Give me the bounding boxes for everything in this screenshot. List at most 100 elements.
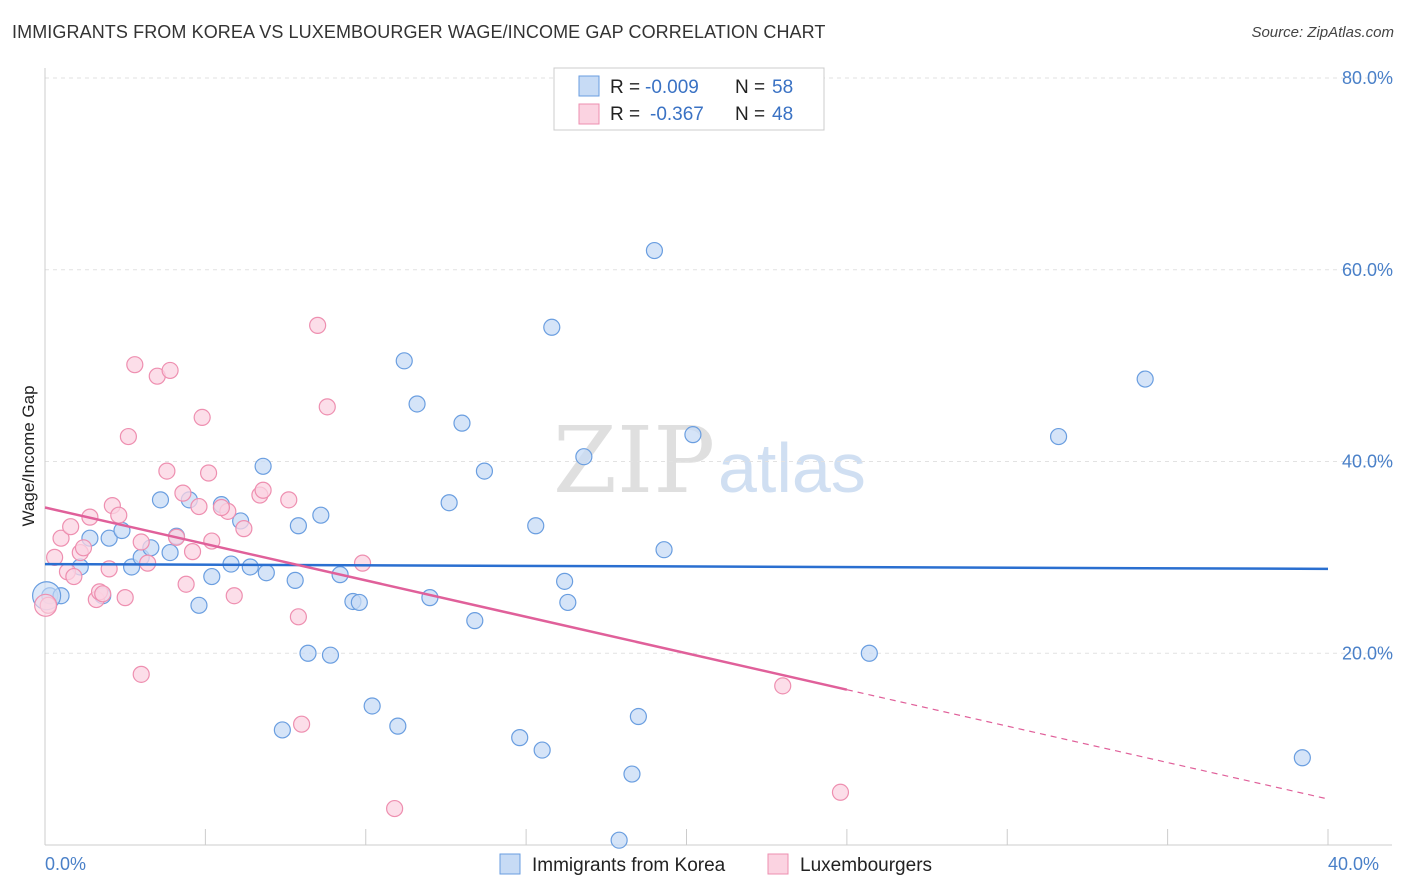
lux-point-14 <box>110 506 128 524</box>
korea-point-14 <box>190 596 208 614</box>
legend-n-value-lux: 48 <box>772 104 793 125</box>
korea-point-42 <box>533 741 551 759</box>
lux-point-40 <box>353 554 372 572</box>
korea-point-27 <box>321 646 340 664</box>
series-korea-points <box>32 241 1311 849</box>
lux-point-38 <box>309 316 327 334</box>
korea-point-24 <box>289 517 307 535</box>
korea-point-30 <box>350 593 368 612</box>
korea-point-43 <box>543 318 561 336</box>
korea-point-22 <box>273 721 291 739</box>
lux-point-15 <box>116 589 134 607</box>
korea-point-35 <box>421 589 439 607</box>
trend-line-korea <box>44 562 1329 571</box>
korea-point-38 <box>466 612 484 630</box>
lux-point-18 <box>139 554 157 572</box>
source-label: Source: ZipAtlas.com <box>1251 24 1394 41</box>
bottom-legend-swatch-lux <box>767 853 789 875</box>
y-tick-label-80: 80.0% <box>1342 68 1393 88</box>
lux-point-16 <box>126 356 144 374</box>
korea-point-11 <box>161 543 179 562</box>
korea-point-32 <box>389 717 407 735</box>
korea-point-54 <box>1049 427 1068 446</box>
legend-r-value-lux: -0.367 <box>650 104 704 125</box>
lux-point-31 <box>225 587 243 605</box>
lux-point-23 <box>174 484 192 502</box>
bottom-legend-label-lux: Luxembourgers <box>800 855 932 876</box>
y-tick-labels: 20.0% 40.0% 60.0% 80.0% <box>1342 68 1393 663</box>
lux-point-1 <box>46 548 64 566</box>
lux-point-45 <box>774 677 792 695</box>
trend-line-lux-extension <box>846 689 1329 800</box>
korea-point-36 <box>440 494 458 512</box>
lux-point-5 <box>65 567 83 586</box>
bottom-legend-label-korea: Immigrants from Korea <box>532 855 726 876</box>
lux-point-32 <box>235 520 253 538</box>
korea-point-40 <box>511 729 529 747</box>
legend-r-label-lux: R = <box>610 104 640 125</box>
y-tick-label-60: 60.0% <box>1342 260 1393 280</box>
bottom-legend-swatch-korea <box>499 853 521 875</box>
korea-point-44 <box>556 572 574 590</box>
trend-line-lux <box>44 506 848 691</box>
x-ticks <box>204 829 1329 845</box>
lux-point-17 <box>132 533 150 551</box>
series-legend: Immigrants from Korea Luxembourgers <box>499 853 932 876</box>
lux-point-7 <box>74 539 93 557</box>
lux-point-28 <box>199 464 218 482</box>
korea-point-26 <box>312 506 330 524</box>
korea-point-52 <box>684 426 702 444</box>
y-tick-label-20: 20.0% <box>1342 643 1393 663</box>
korea-point-50 <box>645 241 664 260</box>
korea-point-46 <box>575 448 593 466</box>
x-tick-label-min: 0.0% <box>45 854 86 874</box>
legend-n-value-korea: 58 <box>772 77 793 98</box>
korea-point-37 <box>453 414 471 432</box>
series-lux-points <box>34 316 850 818</box>
x-tick-label-max: 40.0% <box>1328 854 1379 874</box>
korea-point-49 <box>629 707 647 726</box>
korea-point-41 <box>527 517 545 535</box>
lux-point-41 <box>386 799 404 818</box>
legend-r-value-korea: -0.009 <box>645 77 699 98</box>
korea-point-47 <box>610 831 628 849</box>
legend-r-label-korea: R = <box>610 77 640 98</box>
korea-point-45 <box>559 593 577 612</box>
lux-point-cluster <box>34 593 58 617</box>
lux-point-35 <box>280 491 298 509</box>
korea-point-39 <box>475 462 494 480</box>
lux-point-2 <box>52 529 70 547</box>
lux-point-26 <box>190 497 208 516</box>
korea-point-5 <box>100 529 118 547</box>
lux-point-11 <box>94 585 112 603</box>
korea-point-55 <box>1136 370 1154 388</box>
korea-point-23 <box>286 571 304 589</box>
legend-n-label-lux: N = <box>735 104 765 125</box>
y-tick-label-40: 40.0% <box>1342 452 1393 472</box>
legend-swatch-korea <box>578 75 600 97</box>
lux-point-46 <box>831 783 850 801</box>
korea-point-15 <box>203 567 221 586</box>
korea-point-19 <box>241 558 259 576</box>
lux-point-21 <box>161 361 179 380</box>
lux-point-25 <box>183 543 202 561</box>
korea-point-31 <box>363 697 381 715</box>
lux-point-42 <box>119 427 137 446</box>
korea-point-56 <box>1293 749 1311 767</box>
lux-point-4 <box>62 518 80 536</box>
lux-point-36 <box>289 608 307 626</box>
korea-point-33 <box>395 352 413 370</box>
correlation-legend: R = -0.009 N = 58 R = -0.367 N = 48 <box>553 67 825 131</box>
trend-lines <box>44 506 1329 800</box>
lux-point-39 <box>318 398 336 416</box>
korea-point-25 <box>299 644 317 662</box>
lux-point-37 <box>293 715 311 733</box>
korea-point-48 <box>623 765 641 783</box>
lux-point-20 <box>158 462 176 480</box>
lux-point-43 <box>132 665 150 683</box>
y-axis-label: Wage/Income Gap <box>19 385 38 526</box>
chart-title: IMMIGRANTS FROM KOREA VS LUXEMBOURGER WA… <box>12 22 826 42</box>
korea-point-21 <box>257 564 275 582</box>
korea-point-53 <box>860 644 878 662</box>
